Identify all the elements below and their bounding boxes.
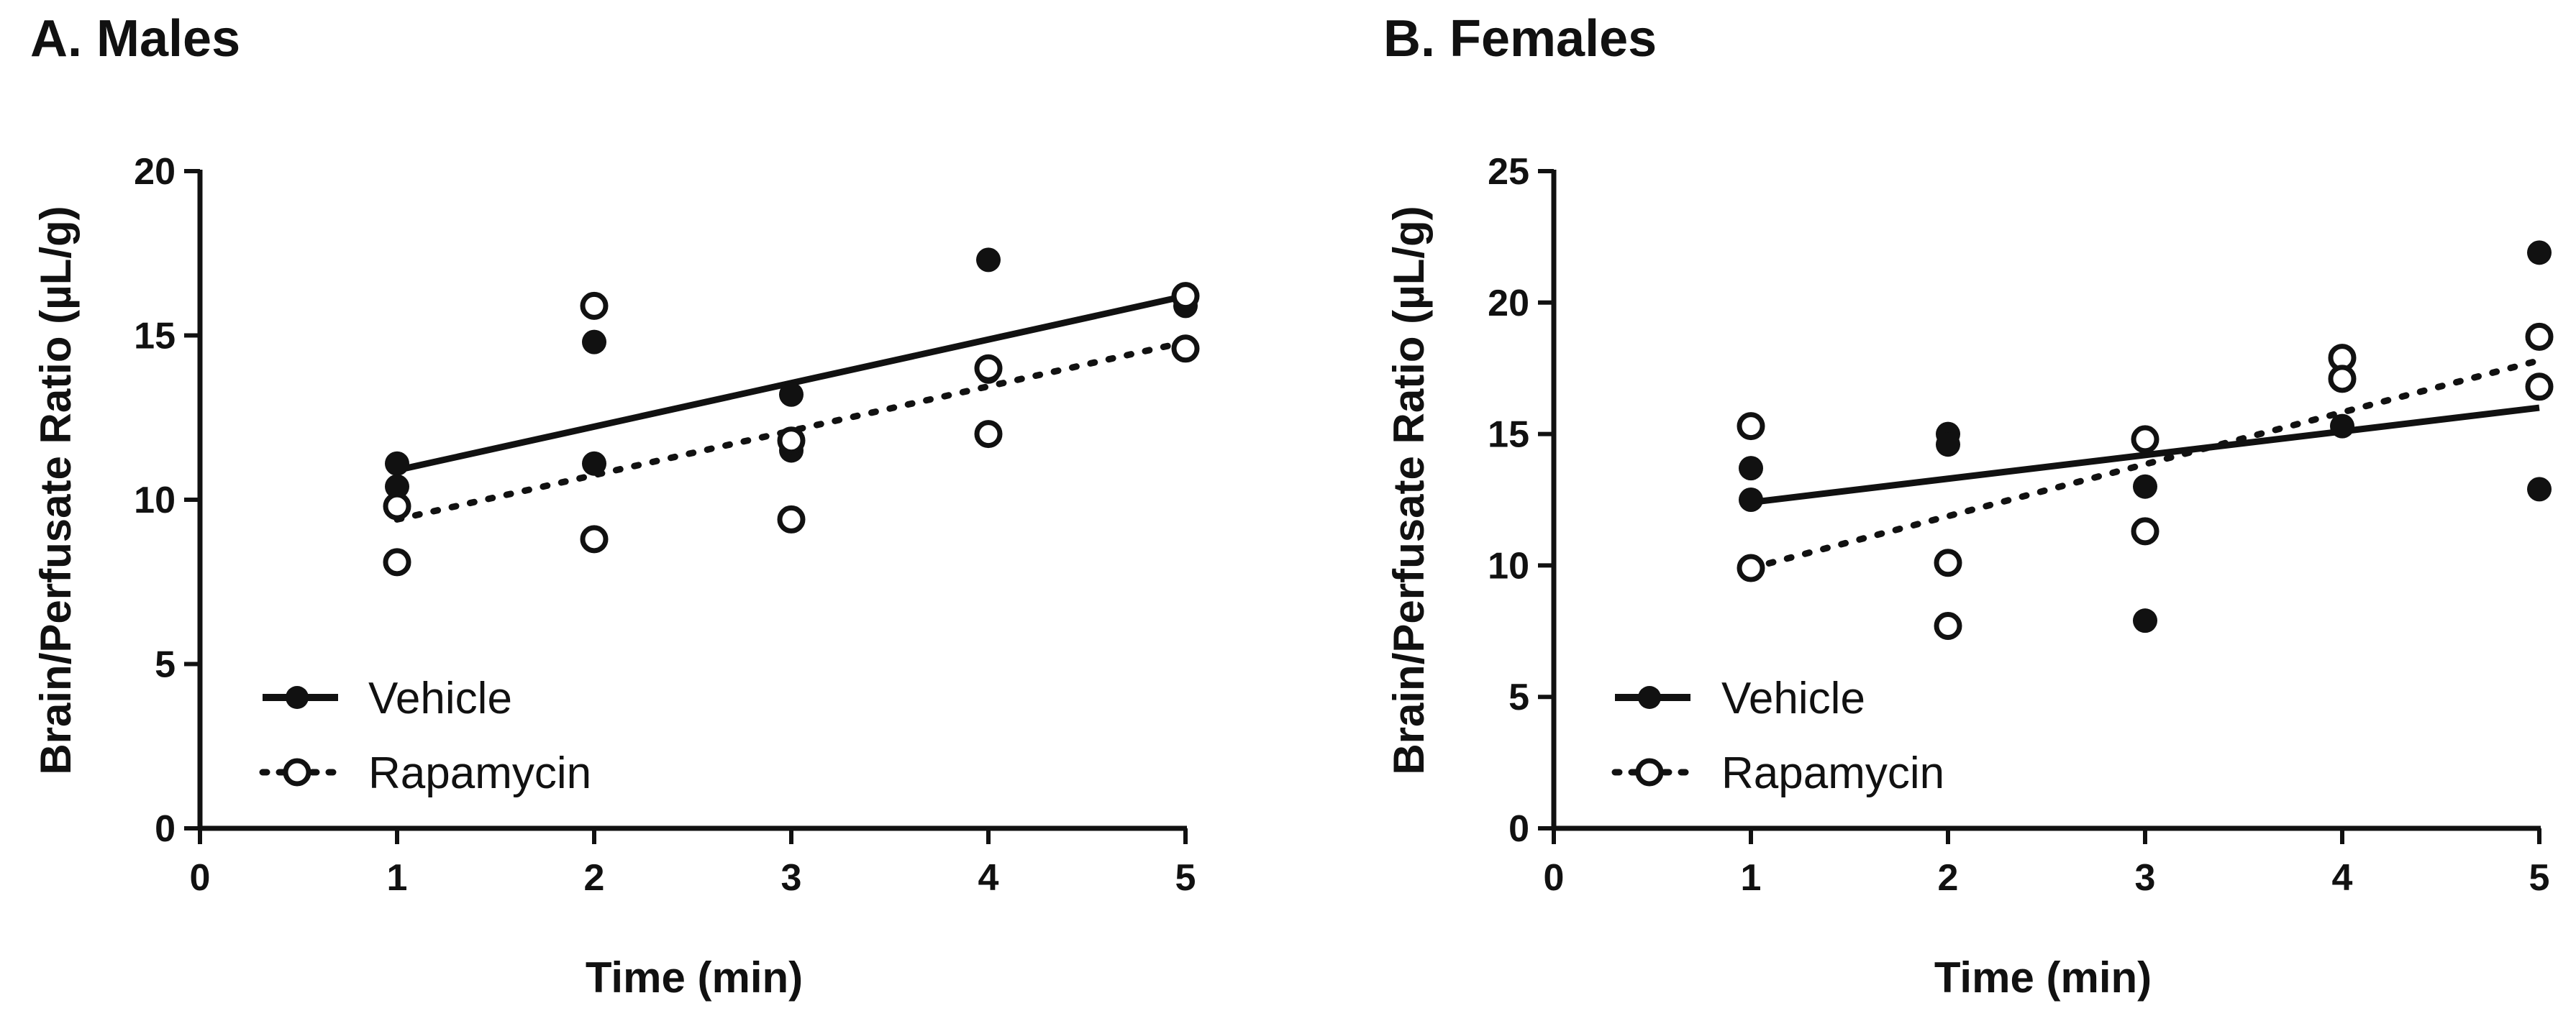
y-axis-title-females: Brain/Perfusate Ratio (µL/g)	[1385, 206, 1433, 774]
data-point-vehicle	[582, 451, 606, 476]
y-tick-label: 10	[1488, 545, 1529, 587]
y-tick-label: 10	[134, 480, 176, 521]
panel-title-females: B. Females	[1383, 10, 1657, 68]
x-tick-label: 1	[387, 857, 408, 899]
data-point-rapamycin	[2131, 517, 2159, 546]
y-tick-label: 20	[134, 151, 176, 193]
data-point-vehicle	[1936, 432, 1960, 457]
data-point-rapamycin	[1737, 412, 1765, 441]
fit-line-rapamycin	[393, 339, 1189, 523]
data-point-vehicle	[2133, 608, 2157, 633]
x-tick-label: 5	[1175, 857, 1196, 899]
data-point-rapamycin	[1737, 554, 1765, 582]
legend-rapamycin-marker	[283, 758, 311, 787]
y-tick-label: 20	[1488, 283, 1529, 324]
data-point-vehicle	[1739, 456, 1763, 481]
data-point-rapamycin	[974, 420, 1003, 449]
data-point-vehicle	[976, 247, 1001, 273]
x-axis-title-males: Time (min)	[586, 953, 803, 1002]
plot-area-females: 0 5 10 15 20 25 0 1 2 3 4 5	[1488, 151, 2554, 899]
y-tick-label: 0	[155, 808, 176, 850]
panel-females: B. Females 0 5 10 15 20 25 0 1 2 3 4 5 Time (min) B…	[1383, 10, 2554, 1002]
x-tick-label: 4	[2332, 857, 2353, 899]
y-tick-label: 15	[134, 316, 176, 357]
panel-title-males: A. Males	[30, 10, 240, 68]
data-point-rapamycin	[2131, 425, 2159, 454]
x-tick-label: 2	[1938, 857, 1959, 899]
data-point-vehicle	[2527, 477, 2552, 502]
data-point-rapamycin	[2525, 322, 2554, 351]
data-point-rapamycin	[580, 291, 609, 320]
data-point-vehicle	[385, 474, 409, 499]
legend-vehicle-marker	[286, 686, 309, 709]
data-point-vehicle	[2330, 413, 2354, 439]
legend-females: Vehicle Rapamycin	[1611, 674, 1944, 798]
x-tick-label: 0	[190, 857, 211, 899]
data-point-vehicle	[385, 451, 409, 476]
data-point-vehicle	[1739, 488, 1763, 512]
data-point-vehicle	[582, 329, 606, 354]
x-tick-label: 3	[781, 857, 802, 899]
y-tick-label: 15	[1488, 414, 1529, 456]
data-point-rapamycin	[777, 426, 806, 455]
data-point-rapamycin	[777, 505, 806, 534]
y-axis-title-males: Brain/Perfusate Ratio (µL/g)	[32, 206, 80, 774]
y-tick-label: 5	[1508, 677, 1529, 718]
fit-line-rapamycin	[1747, 357, 2543, 572]
data-point-rapamycin	[580, 525, 609, 554]
x-tick-label: 0	[1544, 857, 1565, 899]
legend-rapamycin-label: Rapamycin	[368, 749, 591, 798]
data-point-rapamycin	[1934, 611, 1962, 640]
x-axis-title-females: Time (min)	[1934, 953, 2152, 1002]
x-tick-label: 5	[2529, 857, 2550, 899]
plot-area-males: 0 5 10 15 20 0 1 2 3 4 5	[134, 151, 1200, 899]
legend-rapamycin-marker	[1635, 758, 1664, 787]
data-point-rapamycin	[1171, 334, 1200, 363]
data-point-rapamycin	[974, 354, 1003, 383]
legend-vehicle-label: Vehicle	[368, 674, 512, 723]
data-point-rapamycin	[1171, 282, 1200, 311]
x-tick-label: 4	[978, 857, 999, 899]
fit-line-vehicle	[1750, 404, 2540, 506]
x-tick-label: 3	[2135, 857, 2156, 899]
data-point-rapamycin	[1934, 549, 1962, 577]
data-point-vehicle	[2527, 240, 2552, 265]
data-point-vehicle	[2133, 474, 2157, 499]
legend-vehicle-label: Vehicle	[1721, 674, 1865, 723]
x-tick-label: 1	[1741, 857, 1762, 899]
y-tick-label: 25	[1488, 151, 1529, 193]
y-tick-label: 5	[155, 644, 176, 686]
y-tick-label: 0	[1508, 808, 1529, 850]
legend-rapamycin-label: Rapamycin	[1721, 749, 1944, 798]
legend-males: Vehicle Rapamycin	[259, 674, 591, 798]
legend-vehicle-marker	[1638, 686, 1661, 709]
x-tick-label: 2	[584, 857, 605, 899]
data-point-rapamycin	[383, 492, 411, 521]
panel-males: A. Males 0 5 10 15 20 0 1 2 3 4 5 Time (min) Brain…	[30, 10, 1200, 1002]
data-point-rapamycin	[383, 548, 411, 577]
data-point-rapamycin	[2525, 372, 2554, 401]
data-point-vehicle	[779, 382, 804, 407]
data-point-rapamycin	[2328, 365, 2357, 393]
